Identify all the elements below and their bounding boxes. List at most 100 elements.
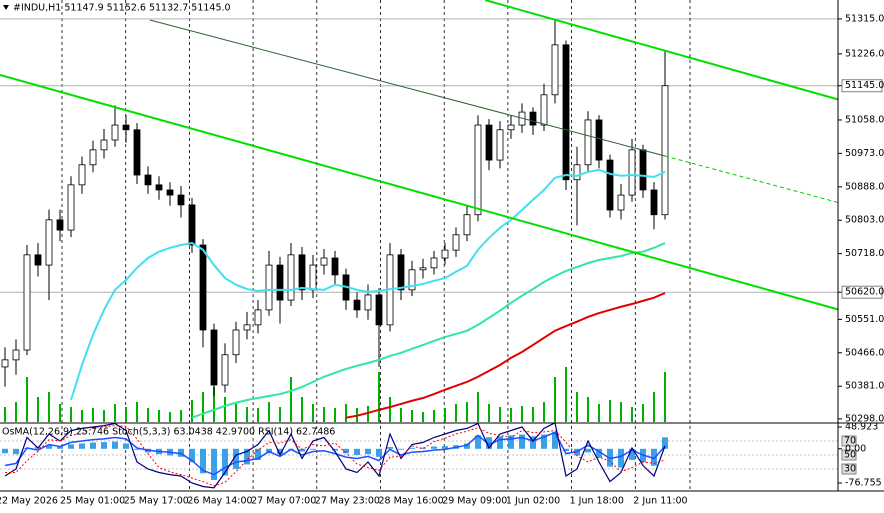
osma-bar <box>464 443 470 449</box>
candle-body <box>628 149 636 196</box>
osma-bar <box>530 436 536 449</box>
candle-body <box>320 257 328 266</box>
volume-bar <box>224 397 226 422</box>
volume-bar <box>477 392 479 422</box>
volume-bar <box>433 410 435 422</box>
volume-bar <box>587 397 589 422</box>
price-label-box <box>841 285 883 299</box>
volume-bar <box>642 404 644 422</box>
volume-bar <box>334 408 336 422</box>
candle-body <box>23 254 31 351</box>
candle-body <box>540 94 548 126</box>
osma-bar <box>178 448 184 457</box>
candle-body <box>364 294 372 311</box>
candle-body <box>67 184 75 231</box>
volume-bar <box>70 407 72 422</box>
osma-bar <box>244 448 250 465</box>
volume-bar <box>290 377 292 422</box>
moving-average <box>345 292 666 419</box>
level-label-box <box>841 449 857 461</box>
candle-body <box>199 244 207 331</box>
candle-body <box>265 264 273 311</box>
candle-body <box>496 129 504 161</box>
candle-body <box>133 129 141 176</box>
volume-bar <box>147 408 149 422</box>
osma-bar <box>354 448 360 456</box>
volume-bar <box>48 392 50 422</box>
level-label-box <box>841 435 857 447</box>
osma-bar <box>112 441 118 449</box>
level-label: 70 <box>844 436 856 447</box>
osma-bar <box>486 437 492 449</box>
x-tick-label: 1 Jun 18:00 <box>570 496 624 507</box>
volume-bar <box>653 392 655 422</box>
volume-bar <box>59 404 61 422</box>
volume-bar <box>554 377 556 422</box>
collapse-icon <box>3 5 9 10</box>
moving-average <box>70 168 666 401</box>
y-tick-label: 50466.0 <box>845 347 884 358</box>
y-tick-label: 51058.0 <box>845 114 884 125</box>
volume-bar <box>620 402 622 422</box>
volume-bar <box>422 412 424 422</box>
volume-bar <box>411 410 413 422</box>
y-tick-label: 51315.0 <box>845 13 884 24</box>
candle-body <box>309 264 317 291</box>
candle-body <box>45 219 53 266</box>
osma-bar <box>101 442 107 449</box>
volume-bar <box>521 406 523 422</box>
candle-body <box>529 111 537 126</box>
volume-bar <box>345 404 347 422</box>
x-tick-label: 2 Jun 11:00 <box>633 496 687 507</box>
volume-bar <box>378 372 380 422</box>
indicator-title: OsMA(12,26,9) 25.746 Stoch(5,3,3) 63.043… <box>2 427 335 438</box>
osma-bar <box>651 448 657 466</box>
volume-bar <box>246 407 248 422</box>
candle-body <box>485 124 493 161</box>
candle-body <box>210 329 218 386</box>
candle-body <box>375 294 383 326</box>
volume-bar <box>213 387 215 422</box>
x-tick-label: 27 May 07:00 <box>251 496 316 507</box>
volume-bar <box>4 407 6 422</box>
osma-bar <box>79 443 85 449</box>
osma-bar <box>475 435 481 449</box>
osma-bar <box>519 434 525 449</box>
osma-bar <box>662 437 668 449</box>
osma-bar <box>563 448 569 452</box>
osma-bar <box>200 448 206 474</box>
y-tick-label: 50803.0 <box>845 215 884 226</box>
y-tick-label: 48.923 <box>845 422 878 433</box>
volume-bar <box>488 404 490 422</box>
volume-bar <box>301 397 303 422</box>
osma-bar <box>123 443 129 449</box>
candle-body <box>287 254 295 301</box>
y-tick-label: 50551.0 <box>845 314 884 325</box>
volume-bar <box>202 392 204 422</box>
candle-body <box>177 194 185 206</box>
osma-bar <box>189 448 195 463</box>
x-tick-label: 1 Jun 02:00 <box>506 496 560 507</box>
osma-bar <box>2 448 8 454</box>
candle-body <box>144 174 152 186</box>
y-tick-label: 51145.0 <box>845 80 884 91</box>
osma-bar <box>222 448 228 476</box>
volume-bar <box>664 372 666 422</box>
candle-body <box>331 257 339 276</box>
candle-body <box>639 149 647 191</box>
y-tick-label: 50381.0 <box>845 381 884 392</box>
candle-body <box>441 249 449 259</box>
volume-bar <box>15 402 17 422</box>
chart-title: #INDU,H1 51147.9 51152.6 51132.7 51145.0 <box>13 3 231 14</box>
y-tick-label: 50298.0 <box>845 413 884 424</box>
candle-body <box>507 124 515 131</box>
candle-body <box>122 124 130 131</box>
candle-body <box>243 324 251 331</box>
y-tick-label: 51226.0 <box>845 48 884 59</box>
candle-body <box>562 44 570 181</box>
x-tick-label: 25 May 17:00 <box>124 496 189 507</box>
osma-bar <box>57 446 63 449</box>
volume-bar <box>543 402 545 422</box>
trend-line <box>664 155 838 203</box>
